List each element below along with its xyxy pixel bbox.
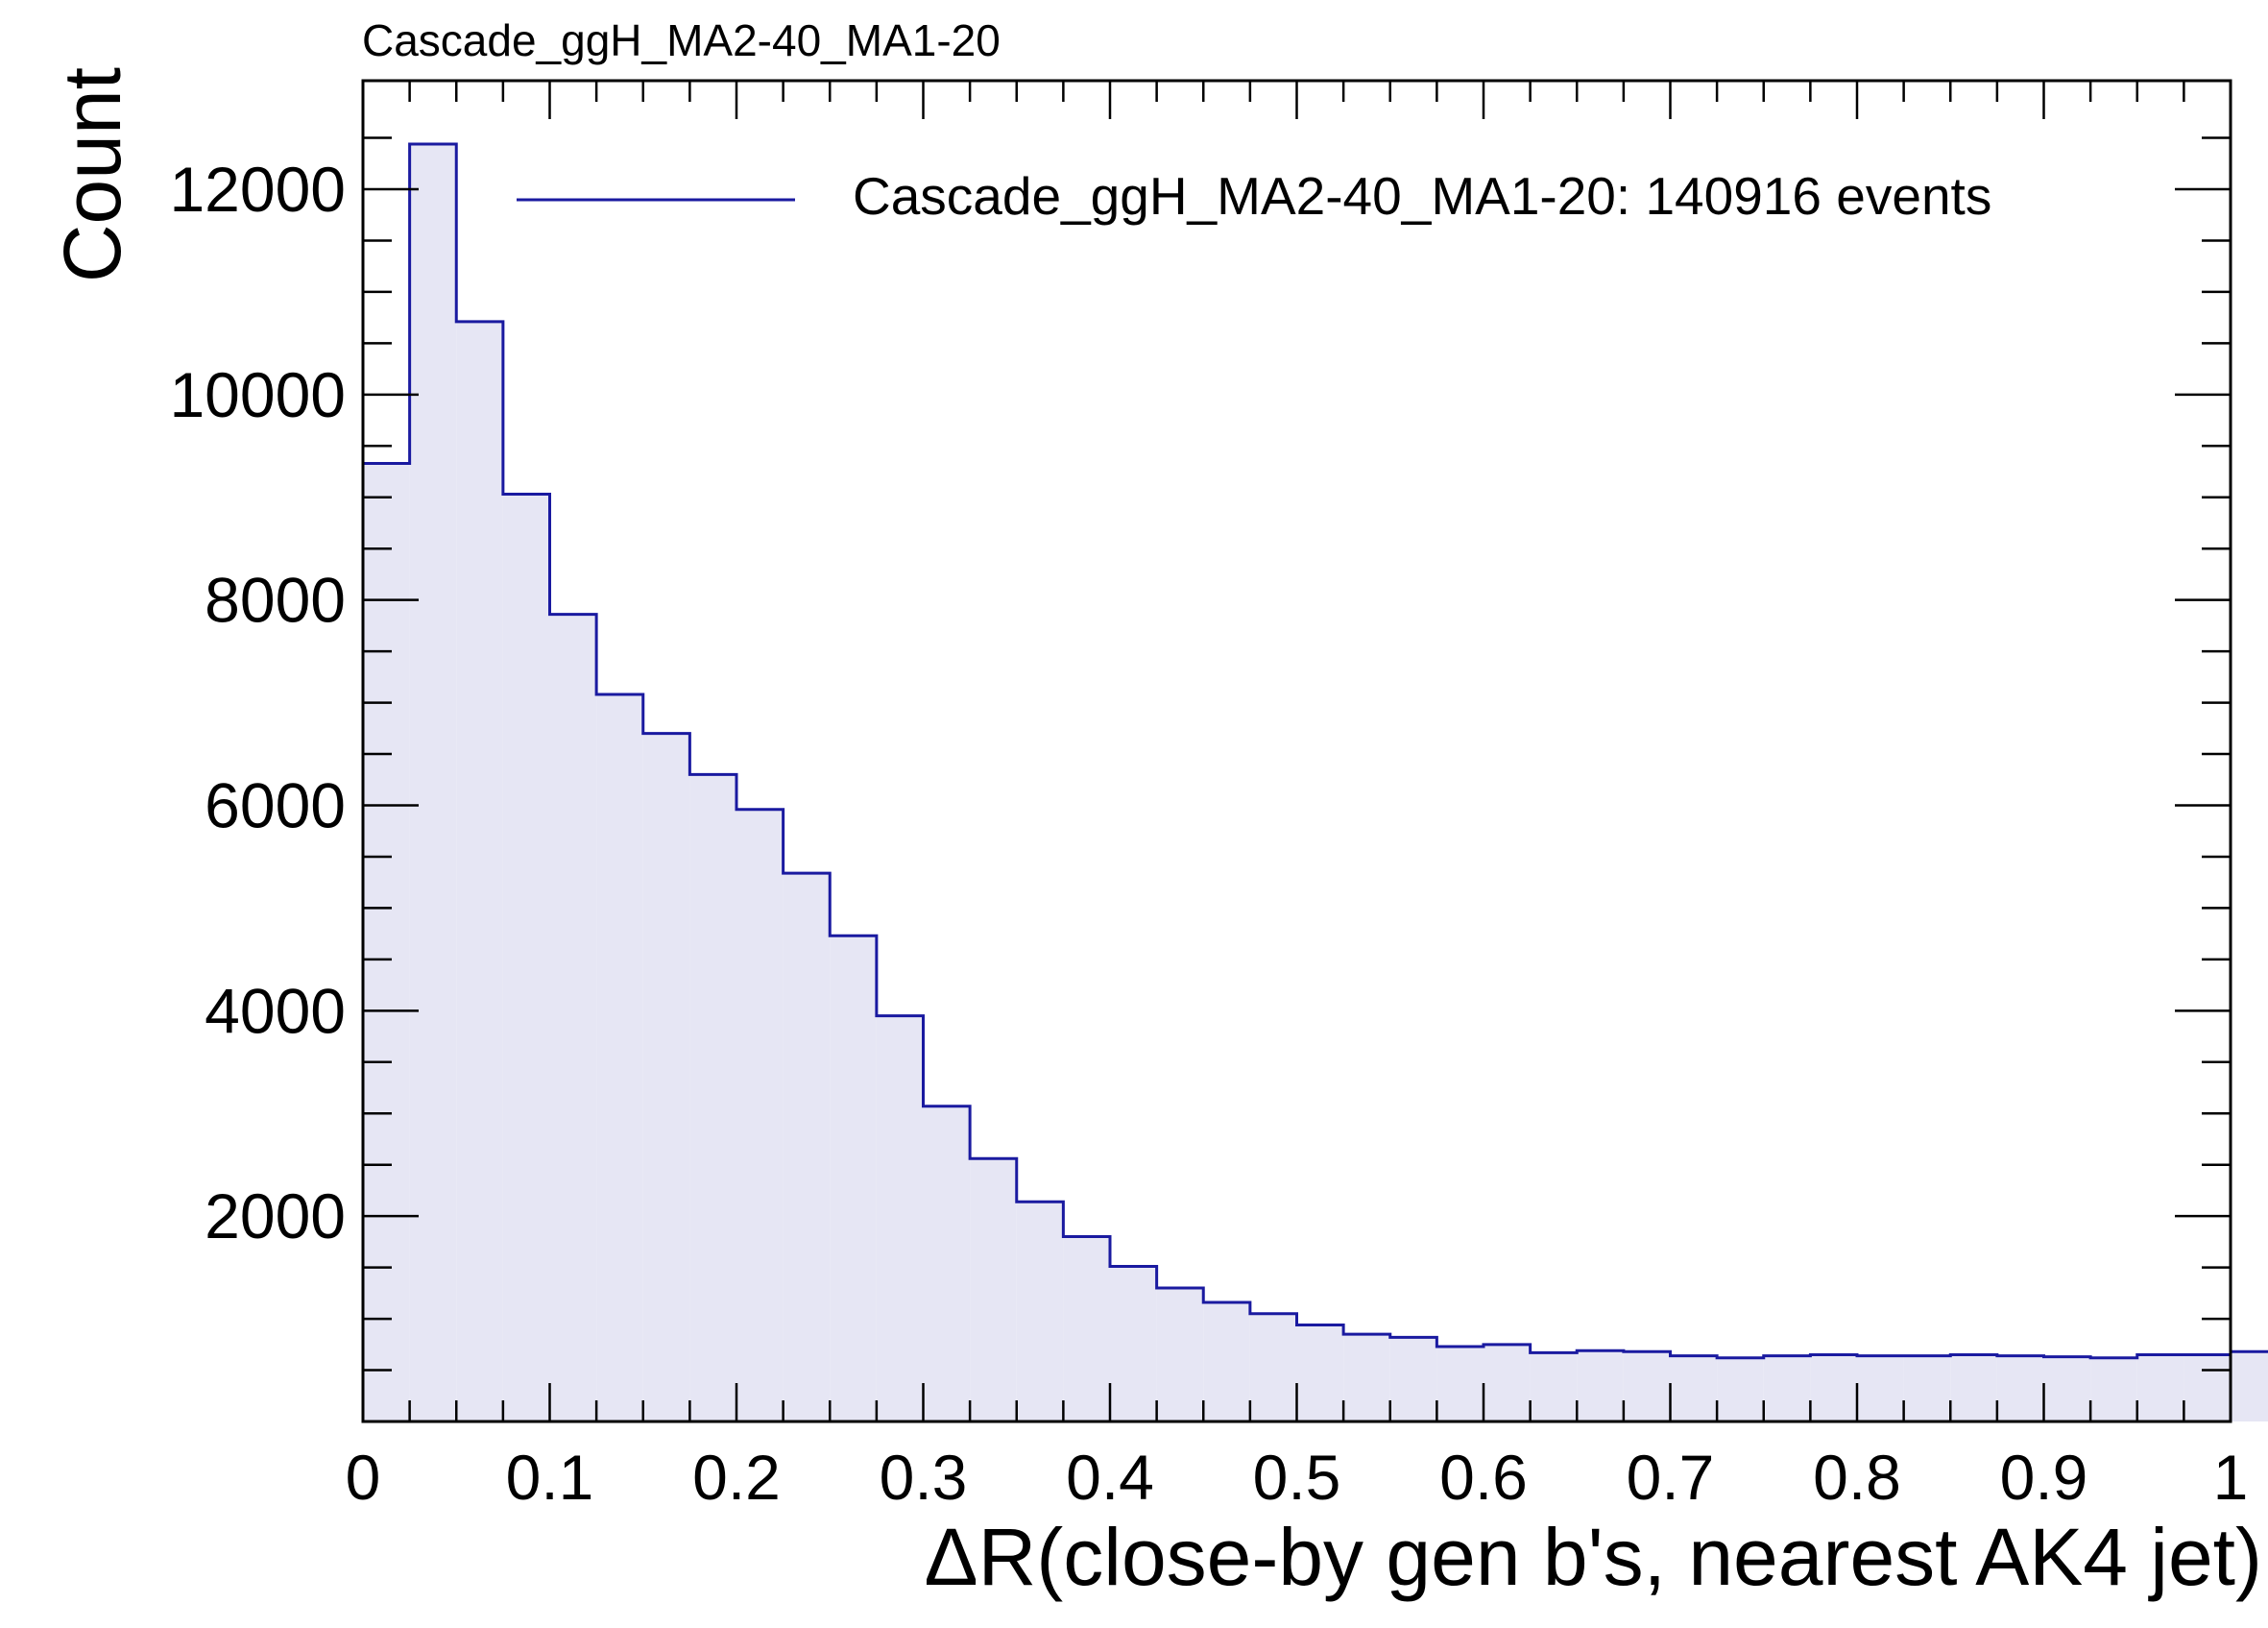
x-tick-label: 0.1	[506, 1442, 594, 1513]
histogram-bin	[2090, 1357, 2137, 1421]
x-tick-label: 0.9	[2000, 1442, 2088, 1513]
histogram-bin	[689, 774, 736, 1421]
histogram-bin	[1717, 1357, 1764, 1421]
x-tick-label: 0.6	[1439, 1442, 1528, 1513]
histogram-bin	[409, 143, 457, 1421]
histogram-bin	[1810, 1354, 1857, 1421]
plot-frame	[361, 79, 2232, 1423]
histogram-bin	[2043, 1356, 2091, 1421]
histogram-bin	[1343, 1334, 1390, 1421]
y-tick-label: 2000	[205, 1180, 346, 1251]
histogram-bin	[1063, 1236, 1110, 1421]
histogram-bin	[736, 809, 784, 1421]
x-axis-label: ΔR(close-by gen b's, nearest AK4 jet)	[925, 1512, 2262, 1602]
histogram-bin	[363, 463, 410, 1421]
histogram-outline	[361, 142, 2268, 1421]
x-tick-label: 1	[2213, 1442, 2249, 1513]
histogram-bin	[923, 1106, 971, 1421]
y-tick-label: 4000	[205, 975, 346, 1046]
histogram-bin	[1016, 1202, 1064, 1421]
y-axis-label: Count	[47, 67, 137, 282]
histogram-bin	[456, 321, 503, 1421]
y-tick-label: 6000	[205, 770, 346, 841]
histogram-bin	[2231, 1351, 2268, 1421]
x-tick-label: 0.2	[692, 1442, 781, 1513]
histogram-bin	[1857, 1355, 1904, 1421]
chart-title: Cascade_ggH_MA2-40_MA1-20	[362, 15, 1001, 65]
histogram-bin	[596, 694, 643, 1421]
histogram-bin	[1484, 1344, 1531, 1421]
histogram-bin	[1670, 1355, 1718, 1421]
histogram-bin	[783, 873, 831, 1421]
histogram-bin	[1249, 1313, 1297, 1421]
histogram-bin	[830, 935, 877, 1421]
y-axis: 2000 4000 6000 8000 10000 12000	[169, 136, 2231, 1372]
histogram-bin	[970, 1158, 1017, 1421]
y-tick-label: 8000	[205, 565, 346, 636]
histogram-bin	[1950, 1354, 1997, 1421]
x-tick-label: 0.4	[1066, 1442, 1154, 1513]
x-tick-label: 0.7	[1627, 1442, 1715, 1513]
histogram-bin	[1996, 1355, 2044, 1421]
x-tick-label: 0.5	[1253, 1442, 1341, 1513]
histogram-bin	[1110, 1266, 1157, 1421]
y-tick-label: 12000	[169, 154, 346, 225]
histogram-bin	[2184, 1354, 2231, 1421]
histogram-bin	[642, 733, 690, 1421]
histogram-bin	[549, 614, 597, 1421]
histogram-bin	[2136, 1354, 2184, 1421]
histogram-bin	[1530, 1352, 1578, 1421]
histogram-bin	[1763, 1355, 1811, 1421]
histogram-bin	[876, 1015, 924, 1421]
histogram-bin	[1203, 1301, 1250, 1421]
histogram-bin	[1436, 1346, 1484, 1421]
x-tick-label: 0.3	[880, 1442, 968, 1513]
legend: Cascade_ggH_MA2-40_MA1-20: 140916 events	[517, 166, 1991, 226]
histogram-bin	[1577, 1350, 1624, 1421]
plot-area	[361, 142, 2268, 1421]
x-tick-label: 0.8	[1813, 1442, 1901, 1513]
x-tick-label: 0	[346, 1442, 381, 1513]
histogram-bin	[1903, 1355, 1951, 1421]
histogram-bin	[1623, 1351, 1671, 1421]
histogram-bin	[1389, 1337, 1437, 1421]
x-axis: 0 0.1 0.2 0.3 0.4 0.5 0.6 0.7 0.8 0.9 1	[346, 81, 2249, 1513]
legend-entry-label: Cascade_ggH_MA2-40_MA1-20: 140916 events	[853, 166, 1991, 226]
histogram-bin	[1156, 1288, 1204, 1421]
histogram-bin	[502, 494, 550, 1421]
y-tick-label: 10000	[169, 359, 346, 430]
histogram-bin	[1296, 1324, 1344, 1421]
